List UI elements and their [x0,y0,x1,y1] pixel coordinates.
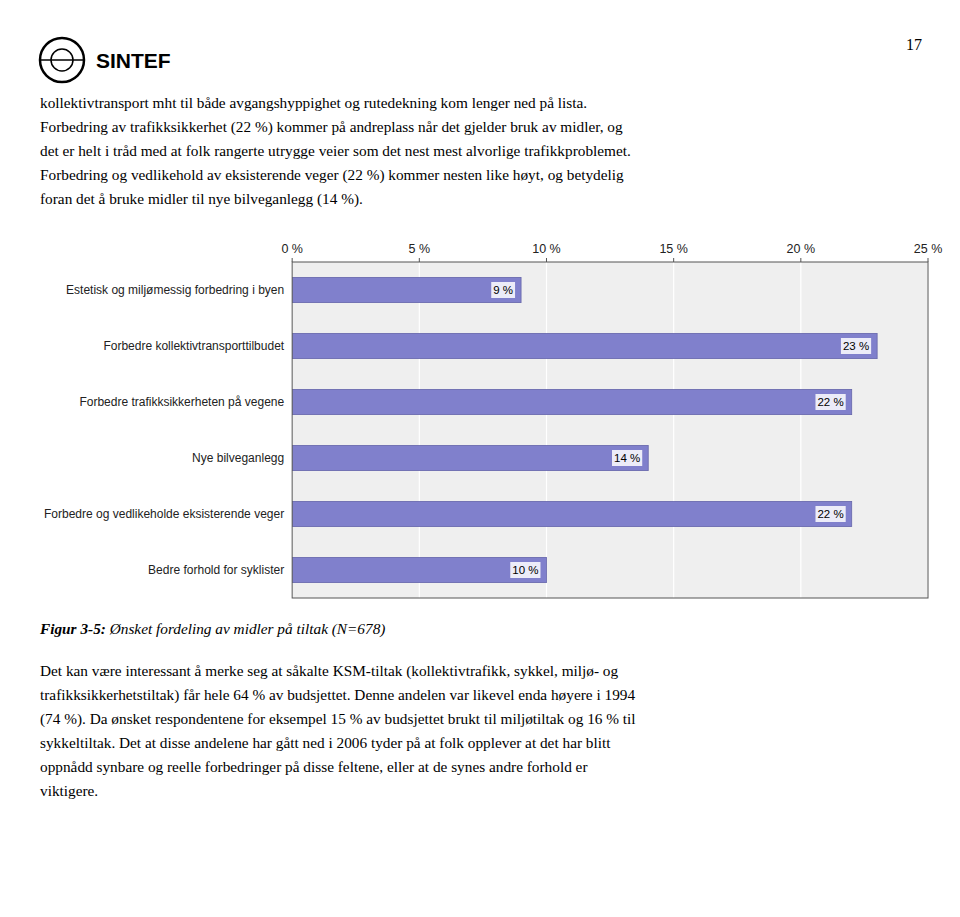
data-label-group: 22 % [815,394,845,410]
bars [292,277,877,582]
data-label: 9 % [493,284,513,296]
page: SINTEF 17 kollektivtransport mht til både … [0,0,960,917]
figure-caption: Figur 3-5: Ønsket fordeling av midler på… [39,620,385,638]
data-label: 10 % [512,564,538,576]
data-label-background [815,506,845,522]
header-line: foran det å bruke midler til nye bilvega… [40,190,363,208]
category-label: Bedre forhold for syklister [148,563,284,577]
data-label-background [491,282,515,298]
data-label: 22 % [817,396,843,408]
data-labels: 9 % 23 % 22 % 14 % 22 % 10 % [491,282,871,578]
header-line: kollektivtransport mht til både avgangsh… [40,94,587,111]
caption-text: Ønsket fordeling av midler på tiltak (N=… [106,620,386,638]
footer-line: sykkeltiltak. Det at disse andelene har … [40,734,611,751]
tick-label: 5 % [409,242,431,256]
grid-line [800,262,801,598]
data-label-group: 22 % [815,506,845,522]
category-label: Forbedre og vedlikeholde eksisterende ve… [44,507,284,521]
tick-label: 20 % [787,242,816,256]
category-label: Forbedre trafikksikkerheten på vegene [79,395,284,409]
plot-background [292,262,928,598]
tick-mark [673,258,674,262]
footer-line: (74 %). Da ønsket respondentene for ekse… [40,710,636,728]
tick-mark [292,258,293,262]
data-label-background [815,394,845,410]
x-axis: 0 % 5 % 10 % 15 % 20 % 25 % [281,242,942,262]
grid [292,262,928,598]
caption-label: Figur 3-5: [39,620,106,637]
header-line: det er helt i tråd med at folk rangerte … [40,142,631,159]
tick-label: 10 % [532,242,561,256]
tick-mark [419,258,420,262]
data-label-background [510,562,540,578]
bar [292,389,852,414]
data-label: 23 % [843,340,869,352]
header-line: Forbedring av trafikksikkerhet (22 %) ko… [40,118,623,136]
tick-mark [800,258,801,262]
bar [292,445,648,470]
tick-mark [546,258,547,262]
data-label-background [841,338,871,354]
tick-mark [928,258,929,262]
logo-text: SINTEF [96,49,171,72]
data-label-group: 23 % [841,338,871,354]
header-line: Forbedring og vedlikehold av eksisterend… [40,166,624,184]
bar [292,501,852,526]
data-label-background [612,450,642,466]
footer-line: viktigere. [40,782,98,799]
category-label: Estetisk og miljømessig forbedring i bye… [66,283,284,297]
data-label: 22 % [817,508,843,520]
footer-text: Det kan være interessant å merke seg at … [40,662,636,799]
logo-bar [40,59,84,61]
data-label-group: 10 % [510,562,540,578]
tick-label: 25 % [914,242,943,256]
bar [292,557,546,582]
grid-line [419,262,420,598]
data-label: 14 % [614,452,640,464]
logo: SINTEF [40,38,171,82]
y-axis-labels: Estetisk og miljømessig forbedring i bye… [44,283,285,577]
footer-line: trafikksikkerhetstiltak) får hele 64 % a… [40,686,635,704]
tick-label: 15 % [659,242,688,256]
tick-label: 0 % [281,242,303,256]
page-number: 17 [906,36,922,53]
header-text: kollektivtransport mht til både avgangsh… [40,94,631,208]
grid-line [546,262,547,598]
logo-outer-ring [40,38,84,82]
data-label-group: 14 % [612,450,642,466]
bar [292,333,877,358]
data-label-group: 9 % [491,282,515,298]
footer-line: oppnådd synbare og reelle forbedringer p… [40,758,588,775]
footer-line: Det kan være interessant å merke seg at … [40,662,619,680]
grid-line [673,262,674,598]
plot-frame [292,262,928,598]
category-label: Nye bilveganlegg [192,451,284,465]
chart: Estetisk og miljømessig forbedring i bye… [44,242,942,598]
category-label: Forbedre kollektivtransporttilbudet [103,339,284,353]
bar [292,277,521,302]
